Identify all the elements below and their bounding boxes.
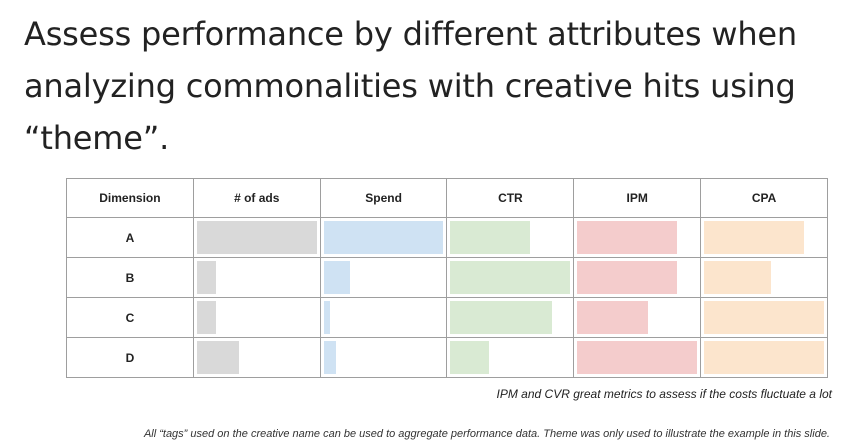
cell-ipm (573, 337, 702, 378)
bar-spend (323, 261, 351, 294)
table-row: B (66, 257, 828, 298)
cell-ipm (573, 217, 702, 258)
bar-ipm (577, 261, 677, 294)
cell-ctr (446, 217, 575, 258)
bar-spend (323, 221, 444, 254)
cell-ipm (573, 257, 702, 298)
row-label: A (66, 217, 194, 258)
cell-ads (192, 297, 321, 338)
cell-ads (192, 337, 321, 378)
cell-spend (319, 297, 448, 338)
metrics-note: IPM and CVR great metrics to assess if t… (496, 387, 832, 401)
cell-spend (319, 257, 448, 298)
header-spend: Spend (319, 178, 448, 218)
cell-cpa (700, 297, 828, 338)
table-header-row: Dimension # of ads Spend CTR IPM CPA (66, 178, 828, 218)
bar-cpa (704, 261, 772, 294)
bar-ipm (577, 301, 648, 334)
bar-spend (323, 301, 330, 334)
bar-ipm (577, 221, 677, 254)
table-row: C (66, 297, 828, 338)
cell-ctr (446, 257, 575, 298)
bar-ctr (450, 341, 489, 374)
bar-ctr (450, 261, 571, 294)
cell-cpa (700, 257, 828, 298)
bar-cpa (704, 301, 824, 334)
header-cpa: CPA (700, 178, 828, 218)
table-row: D (66, 337, 828, 378)
cell-ctr (446, 337, 575, 378)
cell-cpa (700, 217, 828, 258)
slide-footnote: All “tags” used on the creative name can… (143, 428, 830, 440)
bar-spend (323, 341, 336, 374)
bar-cpa (704, 341, 824, 374)
cell-ads (192, 217, 321, 258)
bar-ads (196, 221, 317, 254)
bar-ads (196, 341, 239, 374)
table-row: A (66, 217, 828, 258)
header-ctr: CTR (446, 178, 575, 218)
row-label: C (66, 297, 194, 338)
cell-spend (319, 217, 448, 258)
header-ipm: IPM (573, 178, 702, 218)
bar-ads (196, 301, 216, 334)
bar-ipm (577, 341, 698, 374)
cell-ctr (446, 297, 575, 338)
cell-ipm (573, 297, 702, 338)
header-ads: # of ads (192, 178, 321, 218)
performance-table: Dimension # of ads Spend CTR IPM CPA A B… (66, 178, 828, 378)
slide-title: Assess performance by different attribut… (24, 15, 797, 157)
bar-ctr (450, 221, 530, 254)
cell-ads (192, 257, 321, 298)
row-label: B (66, 257, 194, 298)
bar-cpa (704, 221, 804, 254)
row-label: D (66, 337, 194, 378)
cell-cpa (700, 337, 828, 378)
header-dimension: Dimension (66, 178, 194, 218)
bar-ads (196, 261, 216, 294)
bar-ctr (450, 301, 553, 334)
cell-spend (319, 337, 448, 378)
